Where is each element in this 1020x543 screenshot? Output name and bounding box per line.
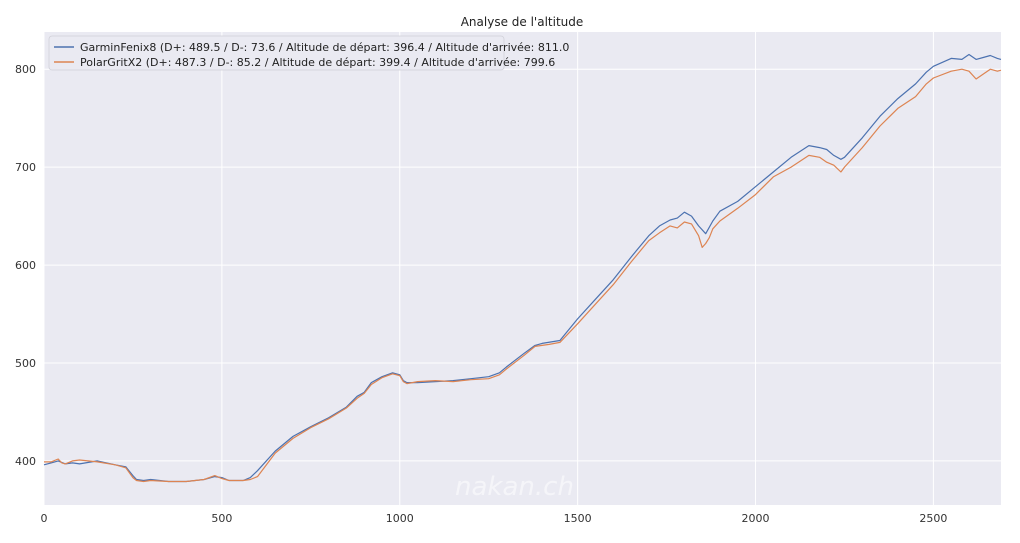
legend-box: [48, 35, 505, 71]
watermark: nakan.ch: [455, 472, 574, 502]
y-tick-label: 800: [15, 63, 36, 76]
y-tick-label: 700: [15, 161, 36, 174]
y-tick-label: 500: [15, 357, 36, 370]
x-tick-label: 1000: [386, 512, 414, 525]
tick-labels: 0 500 1000 1500 2000 2500 400 500 600 700 800: [15, 63, 947, 525]
x-tick-label: 500: [211, 512, 232, 525]
series-layer: [43, 53, 1002, 483]
series-line-1: [44, 68, 1002, 483]
y-tick-label: 400: [15, 455, 36, 468]
x-tick-label: 1500: [564, 512, 592, 525]
y-tick-label: 600: [15, 259, 36, 272]
legend: GarminFenix8 (D+: 489.5 / D-: 73.6 / Alt…: [48, 35, 569, 71]
chart-title: Analyse de l'altitude: [461, 15, 584, 29]
plot-area: [44, 32, 1001, 505]
x-tick-label: 2500: [919, 512, 947, 525]
x-tick-label: 2000: [742, 512, 770, 525]
legend-label-0: GarminFenix8 (D+: 489.5 / D-: 73.6 / Alt…: [80, 41, 569, 54]
legend-label-1: PolarGritX2 (D+: 487.3 / D-: 85.2 / Alti…: [80, 56, 555, 69]
x-tick-label: 0: [41, 512, 48, 525]
